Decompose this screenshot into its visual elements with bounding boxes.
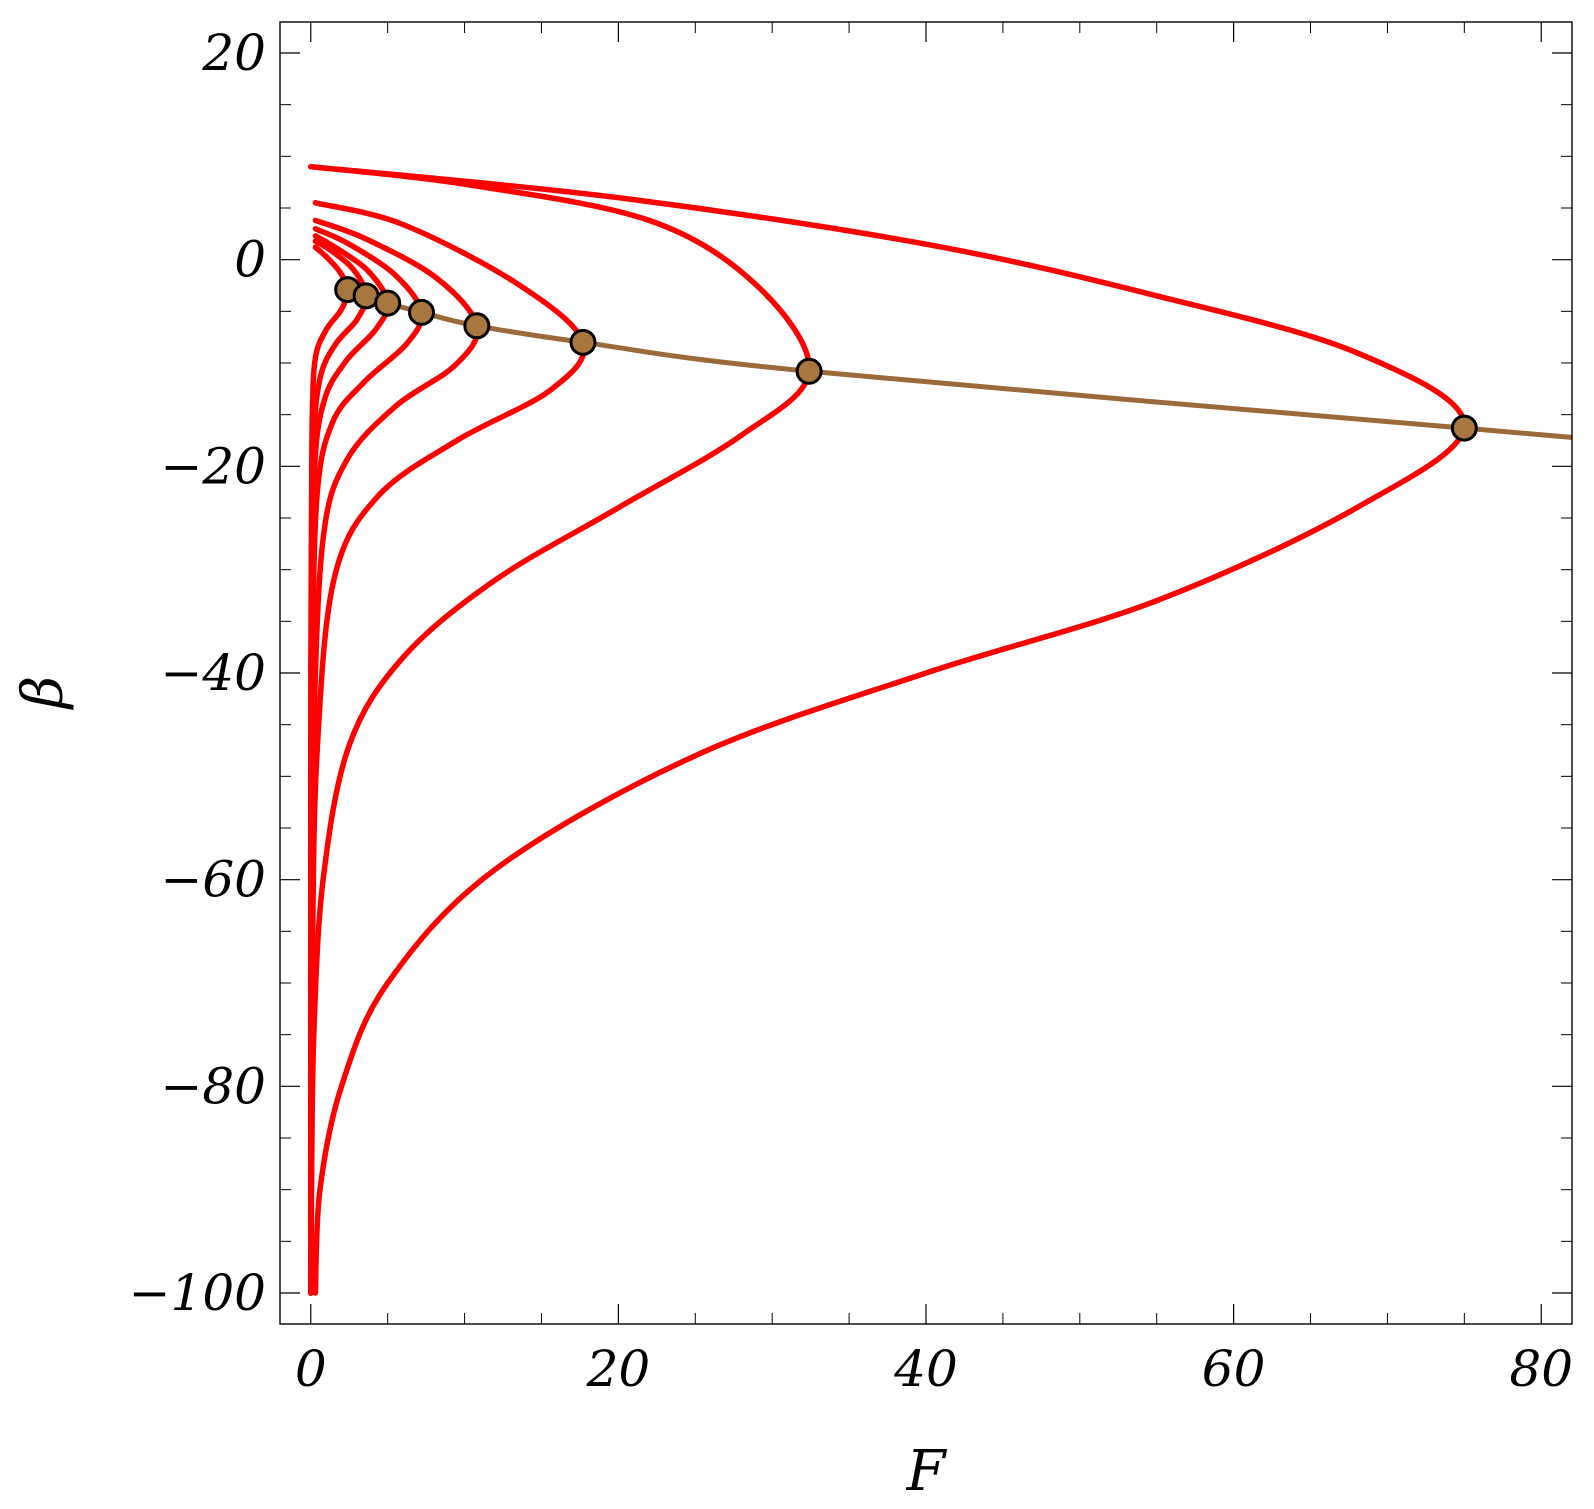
plot-markers — [334, 276, 1478, 442]
x-tick-labels: 0 20 40 60 80 — [295, 1340, 1573, 1398]
plot-series — [307, 163, 1572, 1296]
y-tick-label: 0 — [234, 231, 266, 289]
turning-point-marker-6 — [569, 328, 597, 356]
x-tick-label: 40 — [893, 1340, 958, 1398]
x-tick-label: 60 — [1202, 1340, 1266, 1398]
red-curve-7 — [308, 163, 812, 1296]
y-tick-label: 20 — [201, 24, 266, 82]
axis-ticks — [280, 22, 1572, 1324]
y-axis-title: β — [11, 676, 76, 710]
x-tick-label: 20 — [586, 1340, 651, 1398]
red-curve-8 — [308, 163, 1468, 1296]
y-tick-labels: 20 0 −20 −40 −60 −80 −100 — [129, 24, 266, 1322]
y-tick-label: −60 — [160, 851, 266, 909]
turning-point-marker-7 — [795, 357, 823, 385]
y-tick-label: −20 — [160, 437, 266, 495]
turning-point-marker-3 — [374, 289, 402, 317]
x-tick-label: 0 — [295, 1340, 327, 1398]
turning-point-marker-5 — [463, 312, 491, 340]
y-tick-label: −40 — [160, 644, 266, 702]
y-tick-label: −80 — [160, 1057, 266, 1115]
plot-frame — [279, 21, 1573, 1325]
turning-point-marker-4 — [408, 298, 436, 326]
y-tick-label: −100 — [129, 1264, 266, 1322]
x-tick-label: 80 — [1509, 1340, 1573, 1398]
turning-point-marker-8 — [1450, 414, 1478, 442]
x-axis-title: F — [906, 1439, 948, 1504]
